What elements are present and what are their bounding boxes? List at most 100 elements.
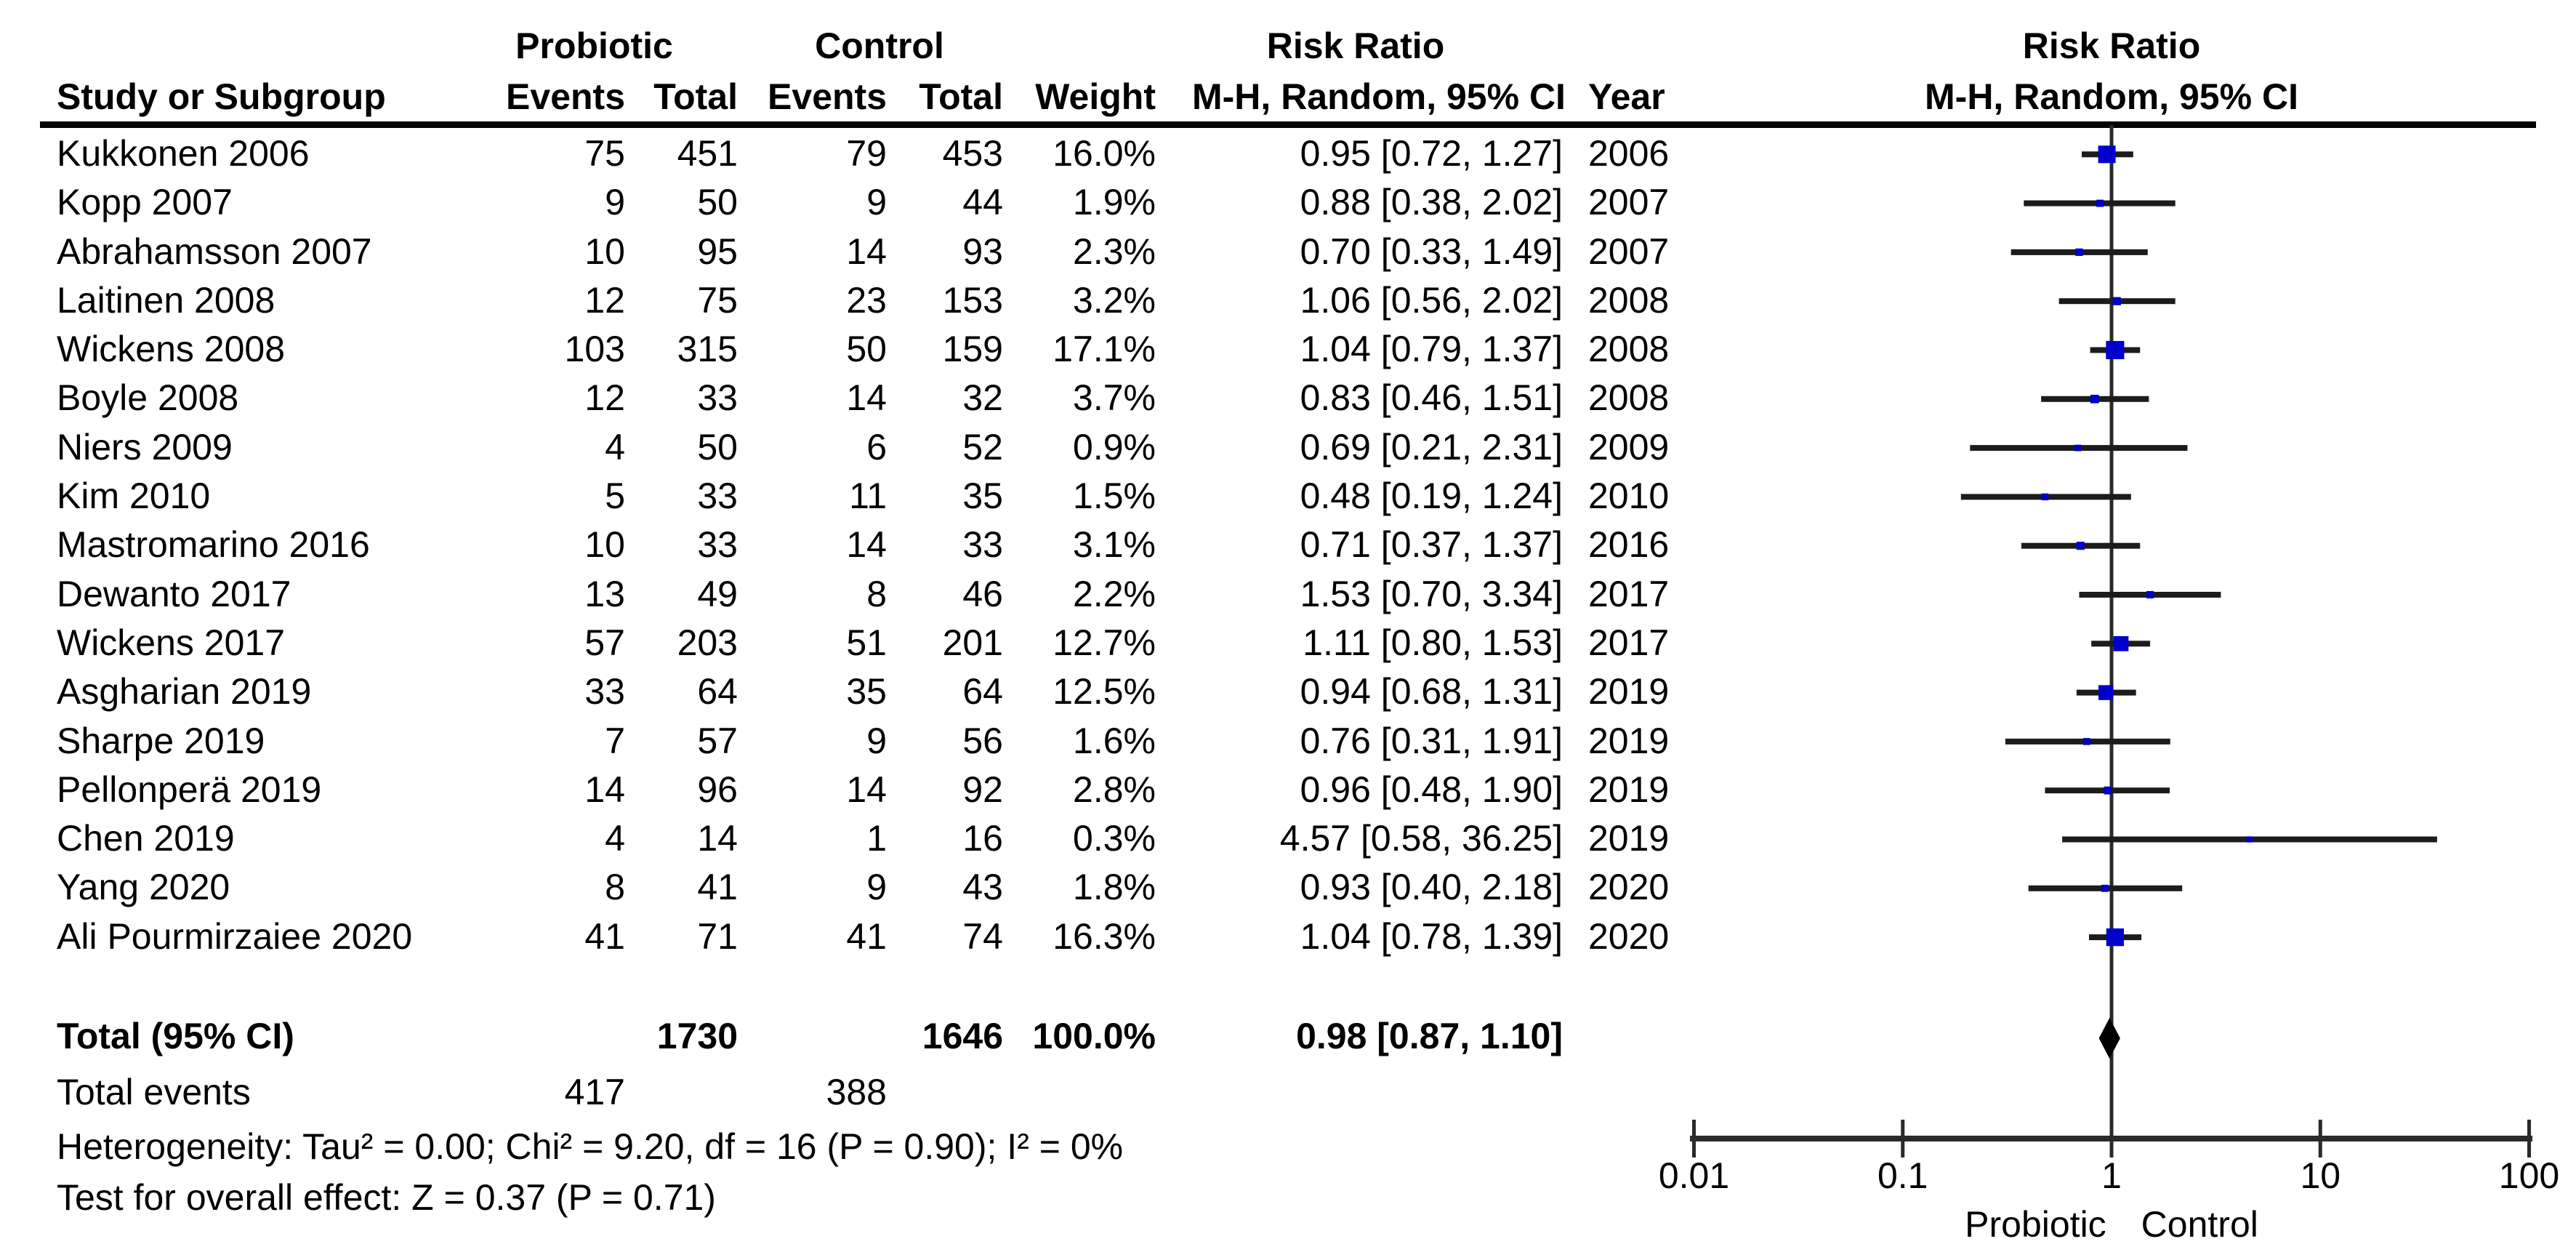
header-divider: [40, 121, 2536, 128]
study-row: Kopp 2007 9 50 9 44 1.9% 0.88 [0.38, 2.02] 2007: [0, 178, 2576, 227]
cell-weight: 2.2%: [1073, 573, 1156, 614]
total-events-probiotic: 417: [564, 1072, 625, 1112]
x-axis-line: [1690, 1136, 2532, 1141]
cell-risk-ratio-ci: 1.04 [0.78, 1.39]: [1300, 915, 1563, 957]
cell-year: 2006: [1588, 133, 1670, 174]
cell-total-probiotic: 203: [677, 622, 738, 663]
cell-total-control: 56: [962, 720, 1003, 761]
overall-effect-stats: Test for overall effect: Z = 0.37 (P = 0…: [57, 1177, 716, 1218]
cell-risk-ratio-ci: 4.57 [0.58, 36.25]: [1279, 818, 1563, 859]
total-diamond: [2098, 1018, 2120, 1059]
cell-total-probiotic: 64: [697, 671, 738, 713]
cell-risk-ratio-ci: 1.06 [0.56, 2.02]: [1300, 279, 1563, 321]
cell-total-probiotic: 33: [697, 524, 738, 566]
cell-total-probiotic: 50: [697, 426, 738, 468]
cell-total-probiotic: 315: [677, 329, 738, 370]
study-row: Laitinen 2008 12 75 23 153 3.2% 1.06 [0.56, 2.…: [0, 276, 2576, 325]
cell-total-control: 74: [962, 915, 1003, 957]
cell-events-probiotic: 4: [605, 426, 625, 468]
cell-events-control: 9: [866, 182, 887, 223]
cell-weight: 1.8%: [1073, 867, 1156, 908]
cell-events-probiotic: 103: [564, 329, 625, 370]
header-group-probiotic: Probiotic: [515, 25, 673, 66]
cell-events-probiotic: 9: [605, 182, 625, 223]
axis-tick-label: 0.1: [1877, 1155, 1928, 1196]
cell-total-control: 64: [962, 671, 1003, 713]
cell-risk-ratio-ci: 1.04 [0.79, 1.37]: [1300, 329, 1563, 370]
cell-events-probiotic: 8: [605, 867, 625, 908]
study-row: Kim 2010 5 33 11 35 1.5% 0.48 [0.19, 1.24] 2010: [0, 472, 2576, 521]
cell-total-probiotic: 75: [697, 279, 738, 321]
axis-tick: [2109, 1120, 2114, 1157]
cell-events-probiotic: 12: [584, 377, 625, 419]
cell-weight: 17.1%: [1052, 329, 1156, 370]
axis-tick-label: 10: [2300, 1155, 2341, 1196]
cell-year: 2010: [1588, 475, 1670, 517]
cell-total-control: 52: [962, 426, 1003, 468]
cell-total-control: 33: [962, 524, 1003, 566]
cell-events-control: 41: [846, 915, 887, 957]
cell-study-name: Laitinen 2008: [57, 279, 275, 321]
header-mh-random-ci: M-H, Random, 95% CI: [1192, 76, 1566, 117]
study-row: Yang 2020 8 41 9 43 1.8% 0.93 [0.40, 2.18] 2020: [0, 863, 2576, 912]
cell-events-control: 50: [846, 329, 887, 370]
total-row-ci: 0.98 [0.87, 1.10]: [1296, 1016, 1563, 1056]
cell-events-control: 11: [849, 475, 887, 517]
cell-total-probiotic: 50: [697, 182, 738, 223]
cell-total-control: 16: [962, 818, 1003, 859]
cell-study-name: Kopp 2007: [57, 182, 233, 223]
cell-study-name: Mastromarino 2016: [57, 524, 370, 566]
cell-events-control: 79: [846, 133, 887, 174]
cell-events-control: 23: [846, 279, 887, 321]
cell-study-name: Niers 2009: [57, 426, 233, 468]
cell-year: 2020: [1588, 867, 1670, 908]
cell-events-control: 8: [866, 573, 887, 614]
cell-study-name: Boyle 2008: [57, 377, 239, 419]
header-mh-random-ci-plot: M-H, Random, 95% CI: [1925, 76, 2298, 117]
header-weight: Weight: [1035, 76, 1156, 117]
cell-risk-ratio-ci: 0.88 [0.38, 2.02]: [1300, 182, 1563, 223]
cell-total-probiotic: 49: [697, 573, 738, 614]
cell-study-name: Kukkonen 2006: [57, 133, 310, 174]
cell-events-control: 1: [866, 818, 887, 859]
cell-study-name: Abrahamsson 2007: [57, 230, 372, 272]
header-risk-ratio-plot: Risk Ratio: [2022, 25, 2201, 66]
cell-events-probiotic: 13: [584, 573, 625, 614]
study-row: Dewanto 2017 13 49 8 46 2.2% 1.53 [0.70, 3.34]…: [0, 570, 2576, 619]
study-row: Sharpe 2019 7 57 9 56 1.6% 0.76 [0.31, 1.91] 20…: [0, 717, 2576, 766]
header-total-probiotic: Total: [653, 76, 738, 117]
cell-study-name: Wickens 2008: [57, 329, 286, 370]
cell-total-probiotic: 95: [697, 230, 738, 272]
cell-study-name: Ali Pourmirzaiee 2020: [57, 915, 413, 957]
cell-weight: 16.3%: [1052, 915, 1156, 957]
header-risk-ratio: Risk Ratio: [1266, 25, 1445, 66]
cell-events-probiotic: 10: [584, 230, 625, 272]
cell-events-control: 14: [846, 230, 887, 272]
cell-year: 2017: [1588, 622, 1670, 663]
cell-total-control: 44: [962, 182, 1003, 223]
header-total-control: Total: [919, 76, 1003, 117]
cell-total-control: 453: [942, 133, 1003, 174]
cell-total-control: 92: [962, 769, 1003, 810]
cell-study-name: Sharpe 2019: [57, 720, 265, 761]
cell-risk-ratio-ci: 0.76 [0.31, 1.91]: [1300, 720, 1563, 761]
study-row: Wickens 2008 103 315 50 159 17.1% 1.04 [0.79, …: [0, 325, 2576, 374]
total-row-label: Total (95% CI): [57, 1016, 294, 1056]
cell-total-control: 93: [962, 230, 1003, 272]
cell-total-control: 43: [962, 867, 1003, 908]
cell-events-control: 14: [846, 524, 887, 566]
cell-year: 2019: [1588, 671, 1670, 713]
axis-tick-label: 1: [2101, 1155, 2122, 1196]
cell-events-probiotic: 12: [584, 279, 625, 321]
cell-total-control: 159: [942, 329, 1003, 370]
study-row: Chen 2019 4 14 1 16 0.3% 4.57 [0.58, 36.25] 201…: [0, 814, 2576, 863]
cell-year: 2020: [1588, 915, 1670, 957]
axis-tick: [2318, 1120, 2322, 1157]
cell-weight: 12.7%: [1052, 622, 1156, 663]
total-row-total-control: 1646: [922, 1016, 1003, 1056]
cell-risk-ratio-ci: 1.53 [0.70, 3.34]: [1300, 573, 1563, 614]
cell-year: 2019: [1588, 769, 1670, 810]
cell-total-probiotic: 14: [697, 818, 738, 859]
cell-year: 2019: [1588, 818, 1670, 859]
header-events-control: Events: [768, 76, 887, 117]
